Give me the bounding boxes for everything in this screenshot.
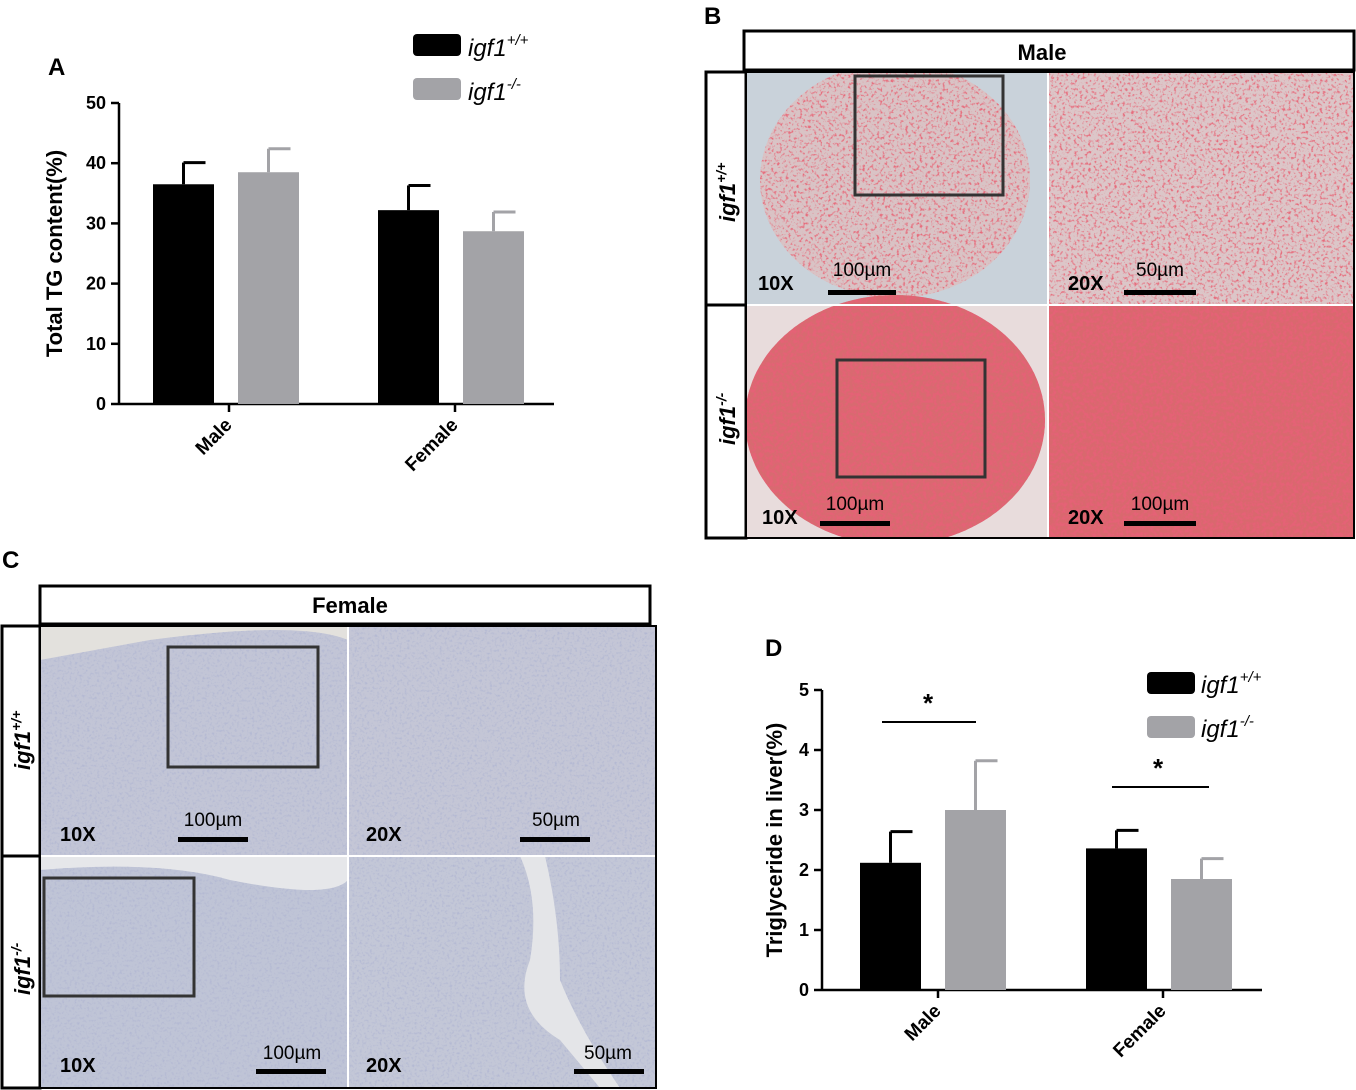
mag-c-bl: 10X [60,1055,96,1077]
chart-a-legend: igf1+/+ igf1-/- [413,32,529,106]
chart-d-bar [860,862,921,990]
chart-a: 0 10 20 30 40 50 Total TG content(%) Male Female [42,93,554,476]
micrograph-c-wt-20x [348,626,656,856]
chart-d-ytick-label: 1 [799,920,809,940]
significance-star: * [923,688,934,718]
chart-d-category-label: Female [1109,1001,1170,1062]
chart-a-bar [153,184,214,404]
mag-c-tl: 10X [60,824,96,846]
chart-a-ylabel: Total TG content(%) [42,150,67,357]
panel-b-border [745,71,1355,539]
panel-d-letter: D [765,635,782,662]
micrograph-c-wt-10x [40,626,348,856]
micrograph-c-ko-20x [348,856,656,1088]
mag-b-br: 20X [1068,507,1104,529]
panel-c-row-box-ko [0,854,42,1090]
chart-d-ytick-label: 3 [799,800,809,820]
micrograph-b-ko-20x [1048,305,1354,538]
legend-a-swatch-wt [413,34,461,56]
scale-c-tr-bar [520,837,590,842]
panel-b-row-label-ko: igf1-/- [713,392,740,445]
scale-b-tr-label: 50µm [1136,260,1184,281]
significance-star: * [1153,753,1164,783]
legend-a-label-wt: igf1+/+ [468,32,529,62]
micrograph-b-wt-10x [746,72,1048,305]
panel-c-header-box [38,584,652,626]
scale-c-tl-bar [178,837,248,842]
panel-c-row-label-ko: igf1-/- [8,942,35,995]
scale-b-tl-label: 100µm [833,260,891,281]
micrograph-b-ko-10x [746,295,1048,538]
chart-a-bar [238,172,299,404]
panel-c-letter: C [2,547,19,574]
chart-d-bar [1086,848,1147,990]
chart-d-ylabel: Triglyceride in liver(%) [762,723,787,958]
chart-d-ytick-label: 0 [799,980,809,1000]
scale-b-bl-label: 100µm [826,494,884,515]
panel-a: A 0 10 20 30 40 50 Total TG content(%) Male Fema… [42,32,554,476]
legend-d-label-wt: igf1+/+ [1201,669,1262,699]
scale-c-bl-bar [256,1069,326,1074]
mag-b-bl: 10X [762,507,798,529]
legend-d-label-ko: igf1-/- [1201,713,1254,743]
mag-b-tl: 10X [758,273,794,295]
chart-d-category-label: Male [901,1001,946,1046]
panel-c-border [39,625,657,1089]
chart-a-bar [378,210,439,404]
legend-a-label-ko: igf1-/- [468,76,521,106]
scale-c-bl-label: 100µm [263,1043,321,1064]
chart-d-ytick-label: 4 [799,740,809,760]
mag-c-tr: 20X [366,824,402,846]
scale-b-bl-bar [820,521,890,526]
chart-a-category-label: Female [401,415,462,476]
scale-c-br-label: 50µm [584,1043,632,1064]
panel-a-letter: A [48,54,65,81]
mag-c-br: 20X [366,1055,402,1077]
panel-b-micrographs [746,72,1354,538]
chart-a-ytick-label: 20 [86,274,106,294]
chart-a-ytick-label: 0 [96,394,106,414]
panel-c-header: Female [312,593,388,618]
legend-d-swatch-ko [1147,716,1195,738]
scale-b-tl-bar [828,290,896,295]
chart-d-bar [945,810,1006,990]
panel-b: B Male igf1+/+ igf1-/- [704,3,1356,540]
legend-a-swatch-ko [413,78,461,100]
chart-a-ytick-label: 50 [86,93,106,113]
panel-c: C Female igf1+/+ igf1-/- [0,547,657,1090]
panel-b-header: Male [1018,40,1067,65]
chart-a-ytick-label: 40 [86,153,106,173]
scale-b-br-label: 100µm [1131,494,1189,515]
chart-d-legend: igf1+/+ igf1-/- [1147,669,1262,743]
panel-c-micrographs [40,626,656,1088]
chart-a-ytick-label: 10 [86,334,106,354]
micrograph-c-ko-10x [40,856,348,1088]
legend-d-swatch-wt [1147,672,1195,694]
chart-a-bar [463,231,524,404]
micrograph-b-wt-20x [1048,72,1354,305]
chart-a-ytick-label: 30 [86,213,106,233]
chart-d-bar [1171,879,1232,990]
mag-b-tr: 20X [1068,273,1104,295]
chart-a-category-label: Male [192,415,237,460]
scale-c-tl-label: 100µm [184,810,242,831]
panel-d: D 0 1 2 3 4 5 Triglyceride in liver(%) Male Fema… [762,635,1262,1062]
panel-b-row-label-wt: igf1+/+ [713,163,740,222]
chart-d-ytick-label: 2 [799,860,809,880]
panel-b-header-box [742,29,1356,72]
scale-c-tr-label: 50µm [532,810,580,831]
scale-b-br-bar [1124,521,1196,526]
panel-b-row-box-wt [704,70,748,307]
scale-c-br-bar [574,1069,644,1074]
panel-c-row-label-wt: igf1+/+ [8,711,35,770]
panel-b-letter: B [704,3,721,30]
scale-b-tr-bar [1124,290,1196,295]
chart-d-ytick-label: 5 [799,680,809,700]
